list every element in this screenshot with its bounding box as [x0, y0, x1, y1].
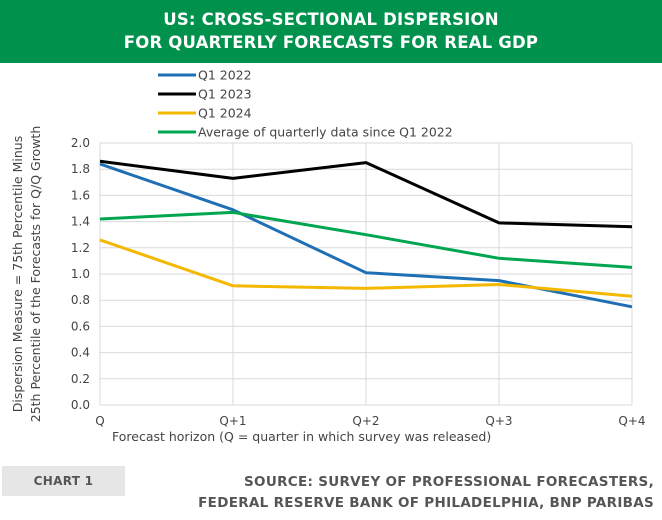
y-tick-label: 0.2 [71, 372, 90, 386]
series-line-2 [99, 159, 633, 229]
chart-axes: 0.0 0.2 0.4 0.6 0.8 1.0 1.2 1.4 1.6 1.8 2.0 Q Q+1 Q+2… [71, 136, 646, 428]
y-tick-label: 0.4 [71, 346, 90, 360]
y-axis-label-line-1: Dispersion Measure = 75th Percentile Min… [10, 136, 25, 412]
y-tick-label: 0.8 [71, 293, 90, 307]
series-line-3 [99, 238, 633, 298]
source-note: SOURCE: SURVEY OF PROFESSIONAL FORECASTE… [198, 472, 654, 514]
y-tick-label: 0.6 [71, 319, 90, 333]
y-tick-label: 1.6 [71, 188, 90, 202]
chart-header: US: CROSS-SECTIONAL DISPERSION FOR QUART… [0, 0, 662, 63]
y-tick-label: 1.2 [71, 241, 90, 255]
x-tick-label: Q+1 [219, 414, 246, 428]
x-axis-label: Forecast horizon (Q = quarter in which s… [112, 429, 491, 444]
chart-legend: Q1 2022 Q1 2023 Q1 2024 Average of quarterl… [158, 68, 453, 140]
y-tick-label: 0.0 [71, 398, 90, 412]
x-tick-label: Q+4 [618, 414, 645, 428]
source-line-2: FEDERAL RESERVE BANK OF PHILADELPHIA, BN… [198, 495, 654, 511]
legend-label: Average of quarterly data since Q1 2022 [198, 125, 453, 140]
legend-label: Q1 2024 [198, 106, 252, 121]
chart-title-line-2: FOR QUARTERLY FORECASTS FOR REAL GDP [123, 33, 539, 52]
y-tick-label: 1.4 [71, 215, 90, 229]
x-tick-label: Q+3 [485, 414, 512, 428]
y-tick-label: 1.0 [71, 267, 90, 281]
line-chart: 0.0 0.2 0.4 0.6 0.8 1.0 1.2 1.4 1.6 1.8 2.0 Q Q+1 Q+2… [10, 68, 646, 445]
x-tick-label: Q+2 [352, 414, 379, 428]
y-tick-label: 1.8 [71, 162, 90, 176]
series-line-4 [99, 210, 633, 269]
chart-number-tag: CHART 1 [2, 466, 125, 496]
y-axis-label-line-2: 25th Percentile of the Forecasts for Q/Q… [28, 126, 43, 423]
x-tick-label: Q [95, 414, 104, 428]
source-line-1: SOURCE: SURVEY OF PROFESSIONAL FORECASTE… [244, 474, 654, 490]
chart-series [99, 159, 633, 309]
legend-label: Q1 2023 [198, 87, 252, 102]
legend-label: Q1 2022 [198, 68, 252, 83]
chart-title-line-1: US: CROSS-SECTIONAL DISPERSION [163, 10, 499, 29]
y-tick-label: 2.0 [71, 136, 90, 150]
